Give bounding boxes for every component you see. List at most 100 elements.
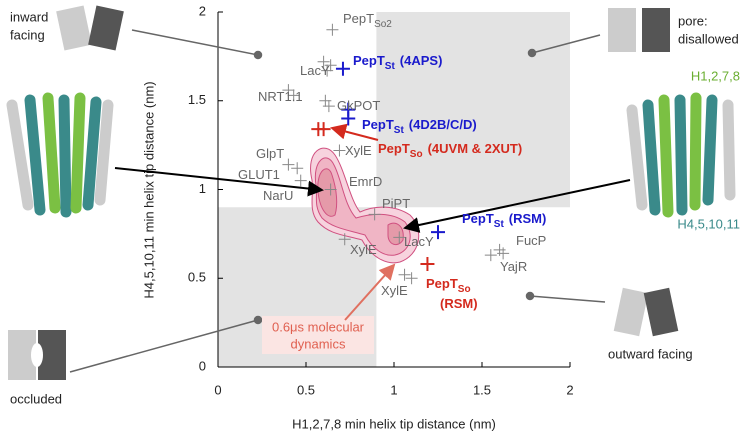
- point: [398, 268, 411, 281]
- point-label: EmrD: [349, 174, 382, 189]
- x-axis-label: H1,2,7,8 min helix tip distance (nm): [292, 416, 496, 431]
- point: [338, 233, 351, 246]
- annotation: inward: [10, 9, 48, 24]
- label-part: XylE: [350, 242, 377, 257]
- label-part: (4APS): [400, 53, 443, 68]
- x-tick-label: 0.5: [297, 382, 315, 397]
- point: [497, 247, 510, 260]
- point-label: PepTSo (RSM): [426, 276, 478, 311]
- label-part: PepT: [353, 53, 385, 68]
- point-label: PepTSo2: [343, 11, 392, 29]
- icon-pore: [608, 8, 670, 52]
- label-part: NRT1.1: [258, 89, 303, 104]
- label-part: PepT: [378, 141, 410, 156]
- y-tick-label: 1: [199, 181, 206, 196]
- icon-outward: [613, 287, 679, 337]
- label-part: LacY: [300, 63, 330, 78]
- point-label: FucP: [516, 233, 546, 248]
- label-part: PiPT: [382, 196, 410, 211]
- label-part: GLUT1: [238, 167, 280, 182]
- annotation: H4,5,10,11: [677, 216, 740, 231]
- point: [333, 144, 346, 157]
- icon-occluded: [8, 330, 66, 380]
- point: [431, 225, 445, 240]
- y-axis-label: H4,5,10,11 min helix tip distance (nm): [141, 81, 156, 298]
- label-part: YajR: [500, 259, 527, 274]
- annotation: facing: [10, 27, 45, 42]
- point-label: PepTSo (4UVM & 2XUT): [378, 141, 522, 159]
- point-label: GlpT: [256, 146, 284, 161]
- point-label: LacY: [404, 234, 434, 249]
- shaded-region: [376, 12, 570, 208]
- point: [335, 61, 350, 76]
- arrow: [330, 123, 379, 141]
- annotation: disallowed: [678, 31, 739, 46]
- label-part: XylE: [381, 283, 408, 298]
- label-part: EmrD: [349, 174, 382, 189]
- point: [324, 183, 337, 196]
- x-tick-label: 0: [214, 382, 221, 397]
- label-part: St: [385, 61, 396, 72]
- protein-inward: [6, 92, 114, 218]
- label-part: PepT: [426, 276, 458, 291]
- point-label: GLUT1: [238, 167, 280, 182]
- point: [282, 84, 295, 97]
- md-density: [310, 147, 420, 264]
- point: [484, 249, 497, 262]
- annotation: pore:: [678, 13, 708, 28]
- point: [393, 231, 406, 244]
- label-part: (RSM): [509, 211, 547, 226]
- point-label: XylE: [381, 283, 408, 298]
- x-tick-label: 2: [566, 382, 573, 397]
- arrow: [114, 167, 324, 197]
- label-part: PepT: [362, 117, 394, 132]
- point: [316, 122, 331, 137]
- point: [317, 55, 330, 68]
- y-tick-label: 0.5: [188, 270, 206, 285]
- point-label: YajR: [500, 259, 527, 274]
- point-label: PepTSt (RSM): [462, 211, 546, 229]
- point: [294, 174, 307, 187]
- label-part: (RSM): [440, 296, 478, 311]
- point: [319, 94, 332, 107]
- point-label: XylE: [345, 143, 372, 158]
- annotation: outward facing: [608, 346, 693, 361]
- point-label: LacY: [300, 63, 330, 78]
- point-label: NRT1.1: [258, 89, 303, 104]
- md-box: [262, 316, 374, 354]
- point-label: PepTSt (4D2B/C/D): [362, 117, 477, 135]
- label-part: PepT: [343, 11, 374, 26]
- point: [368, 208, 381, 221]
- label-part: St: [394, 125, 405, 136]
- label-part: FucP: [516, 233, 546, 248]
- annotation: 0.6μs molecular: [272, 319, 365, 334]
- label-part: So2: [374, 19, 392, 30]
- label-part: (4UVM & 2XUT): [428, 141, 523, 156]
- label-part: NarU: [263, 188, 293, 203]
- point: [321, 64, 334, 77]
- annotation: occluded: [10, 391, 62, 406]
- connectors: [69, 29, 606, 373]
- point: [282, 158, 295, 171]
- label-part: (4D2B/C/D): [409, 117, 477, 132]
- point: [420, 257, 435, 272]
- point: [291, 162, 304, 175]
- x-tick-label: 1: [390, 382, 397, 397]
- arrow: [344, 263, 396, 321]
- label-part: LacY: [404, 234, 434, 249]
- label-part: So: [410, 149, 423, 160]
- point-label: PepTSt (4APS): [353, 53, 442, 71]
- label-part: GkPOT: [337, 98, 380, 113]
- y-tick-label: 2: [199, 3, 206, 18]
- point: [341, 111, 356, 126]
- point: [287, 89, 300, 102]
- label-part: So: [458, 284, 471, 295]
- annotation: H1,2,7,8: [691, 68, 740, 83]
- point-label: XylE: [350, 242, 377, 257]
- label-part: PepT: [462, 211, 494, 226]
- point: [493, 243, 506, 256]
- protein-outward: [626, 92, 736, 218]
- label-part: GlpT: [256, 146, 284, 161]
- point-label: PiPT: [382, 196, 410, 211]
